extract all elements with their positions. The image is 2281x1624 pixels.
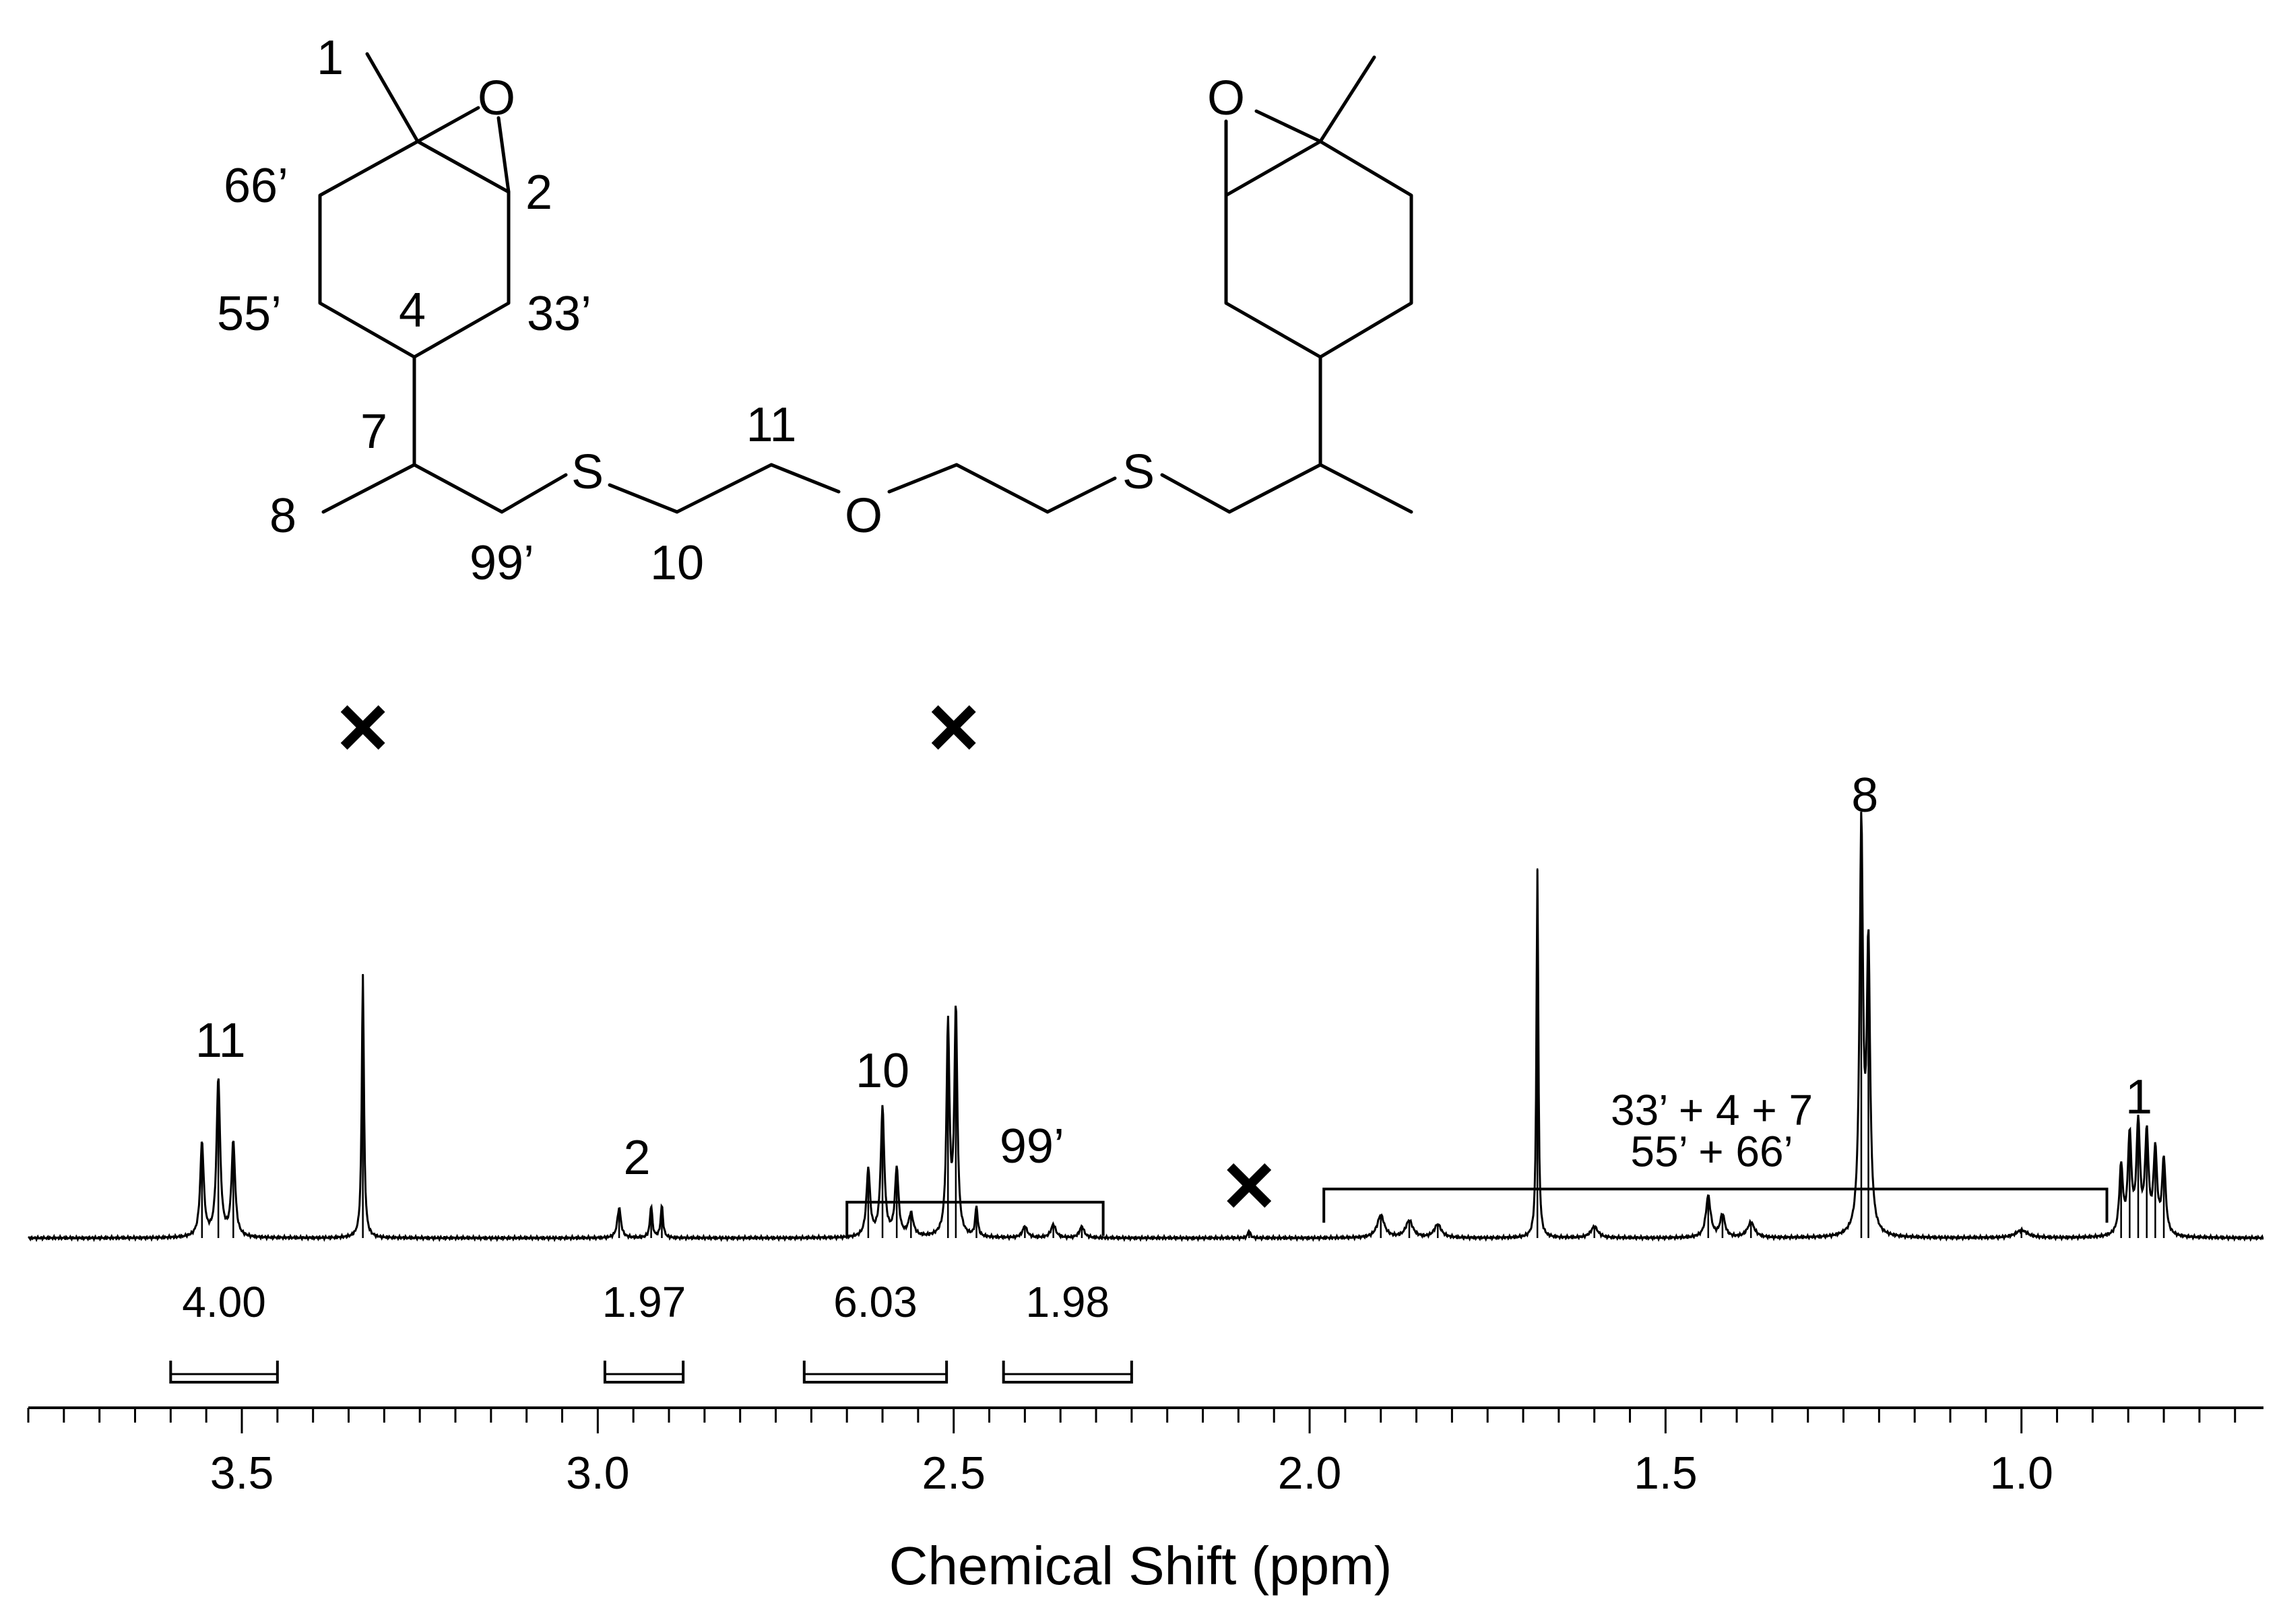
c7-c8-bond	[321, 463, 416, 514]
peak-label-5: 1	[2125, 1070, 2152, 1124]
peak-labels: 11 2 10 99’ 8 1 33’ + 4 + 755’ + 66’	[195, 769, 2152, 1185]
position-label-33: 33’	[527, 287, 591, 341]
integral-bracket	[603, 1361, 685, 1384]
right-epoxide-o-bond	[1224, 109, 1322, 197]
integral-value-label: 1.98	[1025, 1278, 1110, 1326]
position-label-11: 11	[746, 398, 797, 452]
x-tick-label-3: 2.0	[1278, 1448, 1342, 1499]
structure-labels: O S O S O 1 66’ 2 55’ 4 33’ 7 11 8 99’ 1…	[217, 31, 1245, 590]
right-ring-bond	[1224, 139, 1413, 359]
c10b-s-bond	[1046, 476, 1117, 514]
x-tick-label-0: 3.5	[210, 1448, 274, 1499]
x-tick-label-1: 3.0	[566, 1448, 630, 1499]
solvent-mark-2	[1227, 1163, 1272, 1208]
spectrum-layer	[28, 812, 2264, 1243]
position-label-1: 1	[317, 31, 344, 85]
o-c11b-bond	[887, 463, 959, 494]
spectrum-trace	[28, 812, 2264, 1243]
x-axis: 3.5 3.0 2.5 2.0 1.5 1.0	[27, 1406, 2263, 1499]
atom-o-ether: O	[845, 489, 882, 543]
x-axis-title: Chemical Shift (ppm)	[889, 1536, 1392, 1596]
peak-label-1: 2	[623, 1131, 650, 1185]
integral-value-label: 4.00	[182, 1278, 266, 1326]
group-bracket-0	[845, 1200, 1105, 1236]
position-label-8: 8	[269, 489, 296, 543]
x-tick-label-4: 1.5	[1634, 1448, 1698, 1499]
integral-bracket	[1002, 1361, 1133, 1384]
group-label-0: 33’ + 4 + 7	[1611, 1086, 1813, 1134]
x-tick-label-2: 2.5	[922, 1448, 986, 1499]
position-label-4: 4	[399, 284, 426, 337]
position-label-7: 7	[360, 405, 387, 459]
chemical-structure	[318, 52, 1413, 514]
integral-1: 1.97	[602, 1278, 686, 1384]
solvent-mark-stroke	[931, 705, 976, 750]
c11b-c10b-bond	[955, 463, 1050, 514]
group-brackets	[845, 1188, 2109, 1236]
integral-2: 6.03	[802, 1278, 949, 1384]
peak-label-3: 99’	[1000, 1119, 1064, 1173]
integral-value-label: 1.97	[602, 1278, 686, 1326]
integral-0: 4.00	[169, 1278, 279, 1384]
atom-o-left-epoxide: O	[478, 71, 515, 125]
solvent-mark-0	[340, 705, 385, 750]
s-c10-bond	[608, 483, 679, 514]
group-bracket-1	[1322, 1188, 2109, 1223]
c10-c11-bond	[675, 463, 773, 514]
left-epoxide-bond	[416, 139, 511, 194]
peak-label-4: 8	[1851, 769, 1878, 822]
integral-bracket	[802, 1361, 949, 1384]
right-methyl-bond	[1318, 55, 1376, 143]
c9b-c7b-bond	[1227, 463, 1322, 514]
solvent-mark-stroke	[1227, 1163, 1272, 1208]
left-epoxide-o-bond	[416, 106, 511, 194]
atom-s-right: S	[1122, 445, 1155, 499]
integral-bracket	[169, 1361, 279, 1384]
position-label-55: 55’	[217, 287, 282, 341]
position-label-10: 10	[650, 536, 704, 590]
position-label-66: 66’	[224, 159, 288, 213]
position-label-2: 2	[525, 166, 552, 220]
c9-s-bond	[500, 473, 568, 514]
integrals: 4.00 1.97 6.03 1.98	[169, 1278, 1133, 1384]
position-label-99: 99’	[470, 536, 534, 590]
integral-3: 1.98	[1002, 1278, 1133, 1384]
atom-s-left: S	[571, 445, 604, 499]
peak-label-0: 11	[195, 1014, 246, 1068]
atom-o-right-epoxide: O	[1207, 71, 1245, 125]
methyl-1-bond	[365, 52, 420, 143]
c7b-c8b-bond	[1318, 463, 1413, 514]
group-label-1: 55’ + 66’	[1630, 1128, 1793, 1176]
integral-value-label: 6.03	[833, 1278, 918, 1326]
solvent-marks	[340, 705, 1272, 1208]
solvent-mark-1	[931, 705, 976, 750]
s-c9b-bond	[1160, 473, 1231, 514]
x-tick-label-5: 1.0	[1989, 1448, 2053, 1499]
solvent-mark-stroke	[340, 705, 385, 750]
c7-c9-bond	[412, 463, 504, 514]
peak-label-2: 10	[856, 1044, 909, 1098]
c11-o-bond	[769, 463, 841, 494]
